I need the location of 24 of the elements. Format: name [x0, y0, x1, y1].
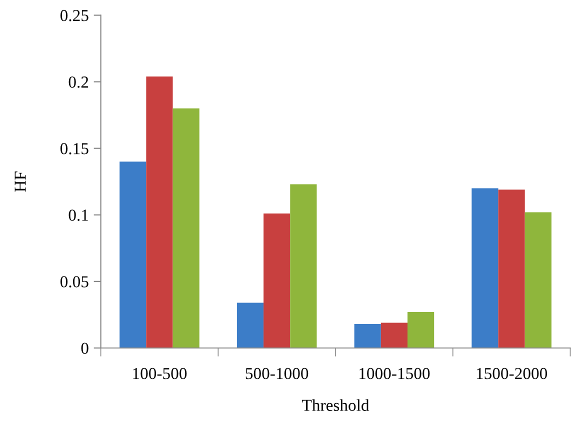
y-axis-title: HF: [14, 172, 26, 192]
y-tick-label: 0: [81, 342, 88, 354]
x-tick-label: 1000-1500: [360, 368, 430, 380]
y-tick-label: 0.15: [60, 143, 88, 154]
x-tick-label: 1500-2000: [476, 368, 548, 380]
bar: [146, 76, 173, 348]
bar: [264, 214, 290, 348]
bar: [408, 312, 434, 348]
bar: [354, 324, 381, 348]
bar: [120, 162, 146, 348]
bar: [524, 212, 552, 348]
x-tick-label: 100-500: [133, 368, 187, 380]
y-tick-label: 0.1: [68, 210, 88, 221]
x-axis-title: Threshold: [302, 399, 370, 411]
y-tick-label: 0.2: [68, 76, 88, 88]
bar: [498, 190, 525, 348]
x-tick-label: 500-1000: [246, 368, 308, 380]
bar: [380, 322, 408, 348]
bar: [172, 108, 200, 348]
bar: [290, 184, 317, 348]
y-tick-label: 0.05: [60, 276, 88, 288]
bar: [236, 302, 264, 348]
bar: [472, 188, 498, 348]
y-tick-label: 0.25: [60, 10, 88, 22]
